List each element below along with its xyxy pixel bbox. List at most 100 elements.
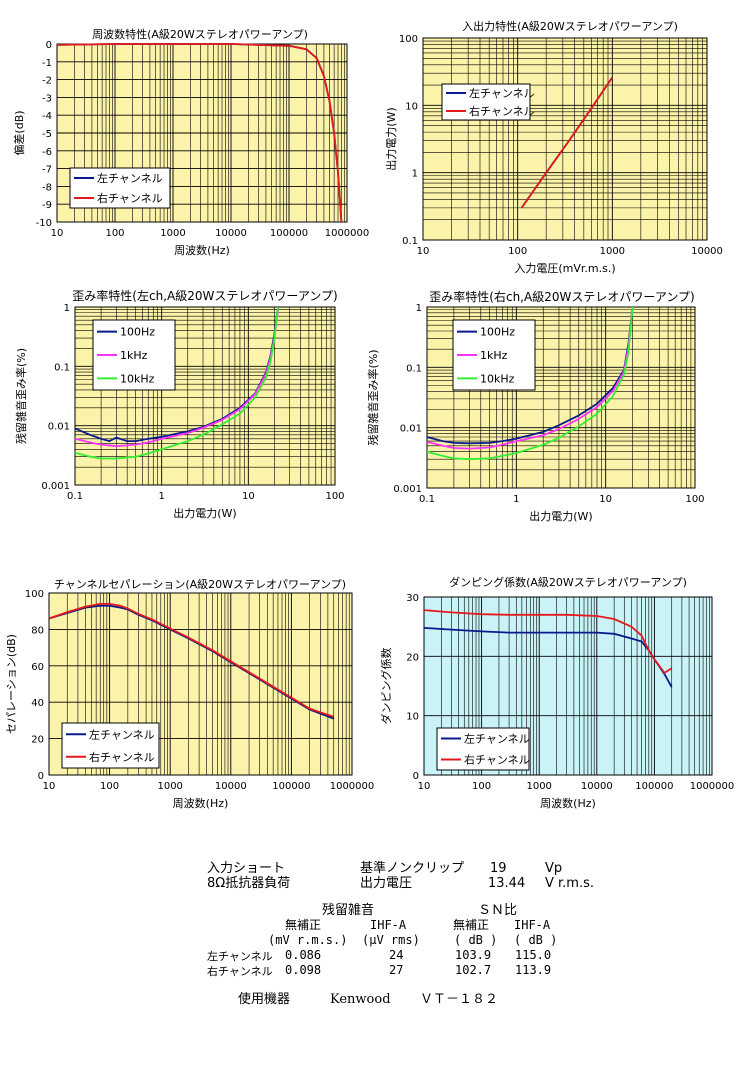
series-line-0 <box>426 306 634 445</box>
legend-label: 10kHz <box>120 372 155 385</box>
y-tick-label: 0.1 <box>54 362 70 373</box>
y-tick-label: 0 <box>46 40 52 51</box>
y-tick-label: 0 <box>413 771 419 782</box>
y-tick-label: 0.001 <box>41 481 70 492</box>
x-tick-label: 100 <box>472 781 491 792</box>
legend-label: 右チャンネル <box>97 191 163 205</box>
plot-frame <box>422 37 708 241</box>
x-tick-label: 1000 <box>157 781 182 792</box>
legend-label: 左チャンネル <box>89 728 155 741</box>
x-tick-label: 10 <box>242 491 255 502</box>
x-tick-label: 100 <box>325 491 344 502</box>
x-tick-label: 1000000 <box>330 781 375 792</box>
y-tick-label: -7 <box>42 165 52 176</box>
x-tick-label: 1000 <box>600 246 625 257</box>
x-tick-label: 1000000 <box>325 228 370 239</box>
x-tick-label: 100000 <box>270 228 308 239</box>
x-tick-label: 100000 <box>272 781 310 792</box>
legend-label: 1kHz <box>120 349 148 362</box>
x-axis-label: 出力電力(W) <box>529 509 592 523</box>
series-line-1 <box>423 609 673 674</box>
x-tick-label: 100 <box>105 228 124 239</box>
legend-label: 100Hz <box>480 326 515 339</box>
y-tick-label: -6 <box>42 147 52 158</box>
plot-frame <box>426 306 696 489</box>
y-tick-label: 20 <box>406 652 419 663</box>
y-tick-label: 10 <box>405 101 418 112</box>
x-tick-label: 100 <box>100 781 119 792</box>
legend: 100Hz 1kHz 10kHz <box>452 319 536 391</box>
y-axis-label: 残留雑音歪み率(%) <box>14 348 28 444</box>
y-axis-label: 出力電力(W) <box>384 107 398 170</box>
y-tick-label: -1 <box>42 58 52 69</box>
legend-label: 右チャンネル <box>469 104 535 118</box>
x-tick-label: 10 <box>51 228 64 239</box>
x-tick-label: 10000 <box>691 246 723 257</box>
x-tick-label: 1 <box>513 494 519 505</box>
legend-label: 100Hz <box>120 326 155 339</box>
plot-area <box>423 38 707 240</box>
x-tick-label: 10 <box>418 781 431 792</box>
x-tick-label: 10 <box>599 494 612 505</box>
chart-sep: 10 100 1000 10000 100000 1000000 0 20 40 60 80 100 チ… <box>5 578 374 810</box>
x-tick-label: 0.1 <box>67 491 83 502</box>
y-tick-label: 0.001 <box>393 484 422 495</box>
chart-thd_right: 0.1 1 10 100 0.001 0.01 0.1 1 歪み率特性(右ch,A級20Wステレ… <box>366 289 705 523</box>
x-tick-label: 1000000 <box>690 781 735 792</box>
series-line-1 <box>48 603 335 718</box>
series-line-1 <box>520 76 614 209</box>
chart-damp: 10 100 1000 10000 100000 10000000102030ダンピング係… <box>379 575 734 810</box>
y-tick-label: -3 <box>42 93 52 104</box>
y-tick-label: 1 <box>412 169 418 180</box>
plot-frame <box>48 592 353 776</box>
y-tick-label: 0.01 <box>48 422 70 433</box>
x-tick-label: 10000 <box>581 781 613 792</box>
legend-box <box>436 727 530 771</box>
series-line-2 <box>426 306 634 461</box>
y-tick-label: -2 <box>42 76 52 87</box>
chart-title: 歪み率特性(左ch,A級20Wステレオパワーアンプ) <box>72 288 337 303</box>
x-axis-label: 周波数(Hz) <box>540 797 596 810</box>
legend-box <box>61 722 160 769</box>
chart-title: 周波数特性(A級20Wステレオパワーアンプ) <box>92 27 308 41</box>
y-tick-label: 1 <box>416 303 422 314</box>
chart-title: ダンピング係数(A級20Wステレオパワーアンプ) <box>449 575 687 589</box>
x-tick-label: 10 <box>43 781 56 792</box>
y-tick-label: -8 <box>42 182 52 193</box>
y-tick-label: -5 <box>42 129 52 140</box>
y-axis-label: ダンピング係数 <box>379 648 393 725</box>
chart-thd_left: 0.1 1 10 1000.0010.010.11歪み率特性(左ch,A級20Wステレ… <box>14 288 345 520</box>
x-tick-label: 100 <box>508 246 527 257</box>
y-tick-label: 0 <box>38 771 44 782</box>
chart-title: 歪み率特性(右ch,A級20Wステレオパワーアンプ) <box>429 289 694 304</box>
x-axis-label: 入力電圧(mVr.m.s.) <box>514 262 615 275</box>
y-tick-label: -10 <box>36 218 52 229</box>
x-tick-label: 1 <box>158 491 164 502</box>
chart-freq: 10 100 1000 10000 100000 1000000 0 -1 -2 -3 -4 -5 -6… <box>12 27 369 257</box>
chart-title: チャンネルセパレーション(A級20Wステレオパワーアンプ) <box>54 578 346 591</box>
series-line-1 <box>426 306 634 450</box>
x-axis-label: 周波数(Hz) <box>174 244 230 257</box>
y-tick-label: 30 <box>406 593 419 604</box>
y-tick-label: 0.01 <box>400 424 422 435</box>
x-tick-label: 1000 <box>160 228 185 239</box>
x-axis-label: 周波数(Hz) <box>173 797 229 810</box>
x-tick-label: 1000 <box>526 781 551 792</box>
legend-label: 左チャンネル <box>464 733 530 746</box>
y-tick-label: 40 <box>31 698 44 709</box>
y-tick-label: 20 <box>31 735 44 746</box>
y-tick-label: 100 <box>25 589 44 600</box>
legend-label: 右チャンネル <box>464 753 530 767</box>
legend-label: 10kHz <box>480 372 515 385</box>
x-tick-label: 10000 <box>215 228 247 239</box>
plot-frame <box>423 596 713 776</box>
legend: 100Hz 1kHz 10kHz <box>92 319 176 391</box>
y-axis-label: セパレーション(dB) <box>5 634 18 734</box>
y-axis-label: 偏差(dB) <box>12 110 26 155</box>
x-tick-label: 100 <box>685 494 704 505</box>
y-tick-label: -4 <box>42 111 52 122</box>
y-axis-label: 残留雑音歪み率(%) <box>366 349 380 445</box>
